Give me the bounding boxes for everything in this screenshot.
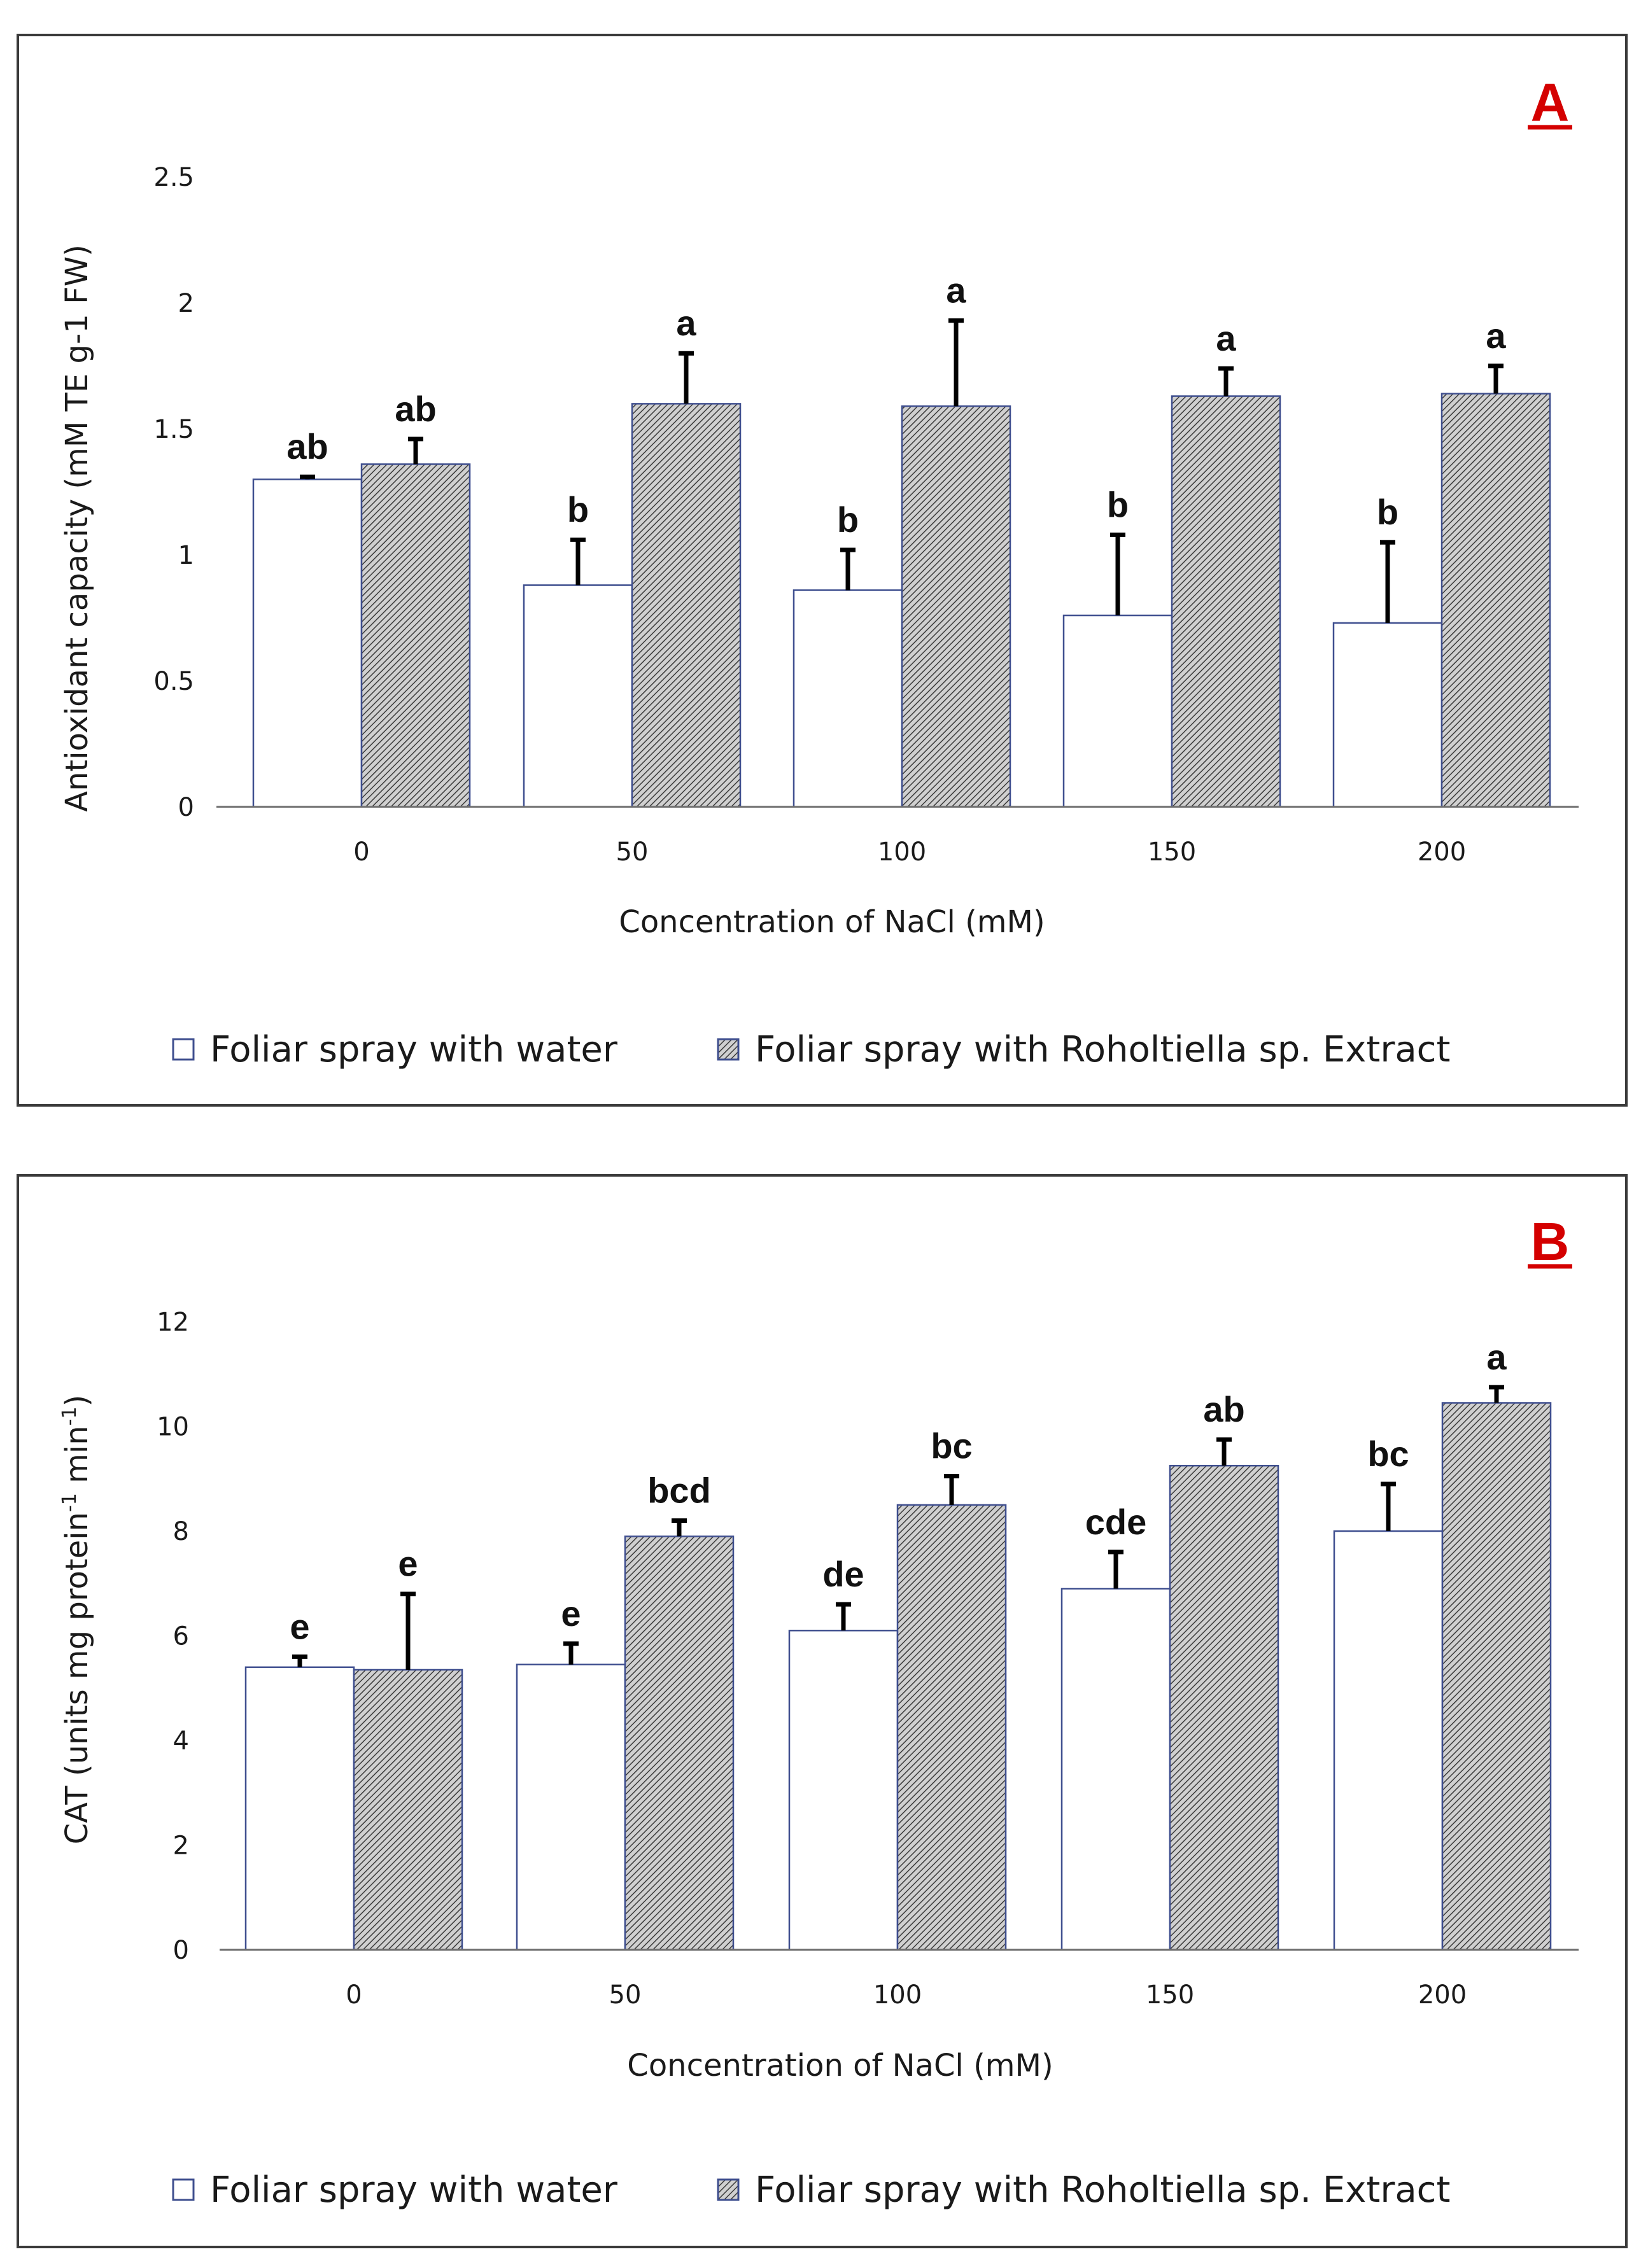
panel-b-x-tick-label: 0 (346, 1980, 362, 2010)
panel-a-legend: Foliar spray with water Foliar spray wit… (172, 1029, 1450, 1070)
panel-b-bar-extract-50 (624, 1535, 735, 1951)
panel-b-bar-extract-0 (353, 1669, 463, 1951)
panel-b-x-tick-label: 50 (609, 1980, 642, 2010)
panel-a-significance-letter: a (676, 303, 696, 343)
legend-water-swatch (172, 2178, 195, 2201)
panel-a-bar-extract-0 (360, 463, 471, 808)
panel-b-plot: 0 2 4 6 8 10 12 e e 0 e bcd 50 de bc 100 cde ab 150 bc a 200 (157, 1308, 1579, 2010)
legend-extract-label: Foliar spray with Roholtiella sp. Extrac… (755, 1029, 1450, 1070)
legend-extract-label: Foliar spray with Roholtiella sp. Extrac… (755, 2169, 1450, 2211)
panel-a-significance-letter: b (837, 500, 859, 540)
panel-a-plot: 0 0.5 1 1.5 2 2.5 ab ab 0 b a 50 b a 100 b a 150 b a 200 (153, 163, 1579, 867)
panel-a-significance-letter: b (1377, 492, 1398, 532)
panel-b-legend: Foliar spray with water Foliar spray wit… (172, 2169, 1450, 2211)
panel-b-significance-letter: bc (1367, 1434, 1409, 1474)
panel-b-x-axis-title: Concentration of NaCl (mM) (627, 2048, 1053, 2083)
panel-a-y-tick-label: 2 (178, 289, 194, 318)
panel-b-y-tick-label: 8 (173, 1517, 189, 1546)
panel-b: B CAT (units mg protein-1 min-1) Concent… (17, 1174, 1628, 2248)
panel-b-significance-letter: de (822, 1554, 864, 1594)
panel-b-ylabel-sup2: -1 (59, 1406, 81, 1425)
panel-a-significance-letter: a (946, 270, 966, 311)
panel-b-x-tick-label: 150 (1146, 1980, 1194, 2010)
panel-b-significance-letter: cde (1085, 1502, 1147, 1542)
panel-b-significance-letter: e (290, 1606, 309, 1646)
panel-b-bar-extract-100 (896, 1504, 1007, 1951)
panel-b-y-tick-label: 4 (173, 1726, 189, 1756)
panel-b-bar-extract-150 (1169, 1464, 1279, 1951)
panel-a: A Antioxidant capacity (mM TE g-1 FW) Co… (17, 34, 1628, 1107)
panel-a-significance-letter: a (1216, 318, 1236, 358)
panel-b-ylabel-main: CAT (units mg protein (59, 1512, 95, 1844)
panel-b-letter: B (1531, 1212, 1570, 1271)
legend-extract-swatch (717, 2178, 740, 2201)
legend-water-label: Foliar spray with water (210, 2169, 618, 2211)
panel-a-y-axis-title: Antioxidant capacity (mM TE g-1 FW) (59, 244, 95, 812)
panel-b-bar-water-150 (1060, 1588, 1171, 1951)
panel-b-y-tick-label: 0 (173, 1936, 189, 1965)
panel-a-y-tick-label: 0.5 (153, 667, 194, 696)
panel-a-significance-letter: a (1486, 316, 1506, 356)
panel-a-y-tick-label: 0 (178, 793, 194, 822)
legend-water-label: Foliar spray with water (210, 1029, 618, 1070)
panel-a-x-tick-label: 50 (616, 837, 649, 867)
panel-a-x-tick-label: 0 (353, 837, 369, 867)
panel-b-significance-letter: ab (1203, 1389, 1244, 1429)
panel-b-y-tick-label: 6 (173, 1622, 189, 1651)
panel-b-ylabel-end: ) (59, 1395, 95, 1407)
panel-b-y-tick-label: 10 (157, 1413, 189, 1442)
panel-b-significance-letter: bcd (647, 1471, 711, 1511)
panel-a-letter: A (1531, 73, 1570, 132)
panel-a-significance-letter: ab (395, 389, 436, 429)
panel-b-bar-water-100 (788, 1630, 899, 1951)
panel-a-bar-extract-50 (631, 403, 742, 808)
panel-b-bar-water-200 (1333, 1530, 1444, 1951)
panel-a-bar-extract-150 (1171, 395, 1281, 808)
panel-a-significance-letter: b (1107, 484, 1129, 524)
panel-a-bar-water-150 (1062, 614, 1173, 808)
panel-a-y-tick-label: 1 (178, 541, 194, 570)
panel-b-y-tick-label: 2 (173, 1831, 189, 1861)
panel-a-x-tick-label: 100 (878, 837, 926, 867)
panel-b-significance-letter: e (561, 1593, 581, 1634)
panel-b-bar-extract-200 (1441, 1402, 1552, 1951)
panel-a-y-tick-label: 1.5 (153, 415, 194, 444)
panel-a-x-tick-label: 150 (1148, 837, 1196, 867)
panel-a-bar-extract-200 (1440, 393, 1551, 808)
panel-b-y-tick-label: 12 (157, 1308, 189, 1337)
panel-b-significance-letter: e (398, 1544, 418, 1584)
panel-a-bar-water-200 (1332, 622, 1443, 808)
panel-b-ylabel-mid: min (59, 1425, 95, 1493)
panel-b-frame (17, 1174, 1628, 2248)
panel-a-frame (17, 34, 1628, 1107)
panel-a-bar-water-100 (792, 589, 903, 808)
panel-b-bar-water-0 (244, 1666, 355, 1951)
panel-a-bar-water-50 (523, 584, 633, 808)
panel-b-x-tick-label: 200 (1418, 1980, 1467, 2010)
legend-water-swatch (172, 1038, 195, 1061)
panel-a-significance-letter: b (567, 489, 589, 529)
panel-b-bar-water-50 (516, 1663, 626, 1951)
panel-b-ylabel-sup1: -1 (59, 1493, 81, 1512)
panel-a-x-tick-label: 200 (1418, 837, 1466, 867)
legend-extract-swatch (717, 1038, 740, 1061)
panel-a-y-tick-label: 2.5 (153, 163, 194, 192)
panel-b-significance-letter: a (1486, 1337, 1507, 1377)
panel-b-significance-letter: bc (931, 1426, 972, 1466)
panel-a-bar-extract-100 (901, 405, 1011, 808)
panel-a-significance-letter: ab (286, 426, 328, 466)
panel-b-y-axis-title: CAT (units mg protein-1 min-1) (59, 1395, 95, 1845)
panel-a-bar-water-0 (252, 478, 363, 808)
panel-b-x-tick-label: 100 (873, 1980, 922, 2010)
panel-a-x-axis-title: Concentration of NaCl (mM) (619, 904, 1045, 940)
